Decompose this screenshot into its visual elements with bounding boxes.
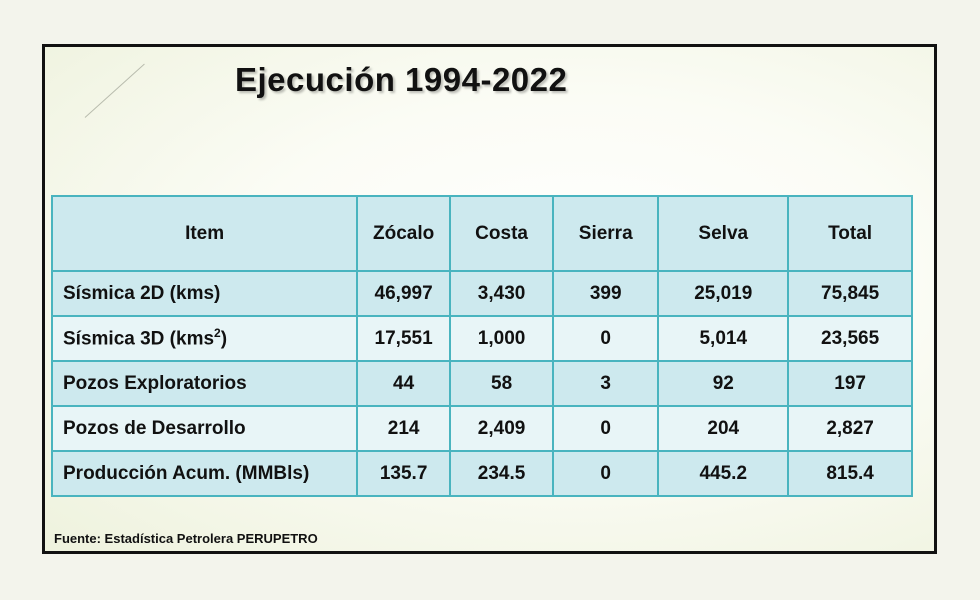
slide: Ejecución 1994-2022 Item Zócalo Costa Si… [42,44,937,554]
cell-total: 23,565 [787,315,913,362]
cell-costa: 58 [449,360,555,407]
superscript: 2 [214,326,221,341]
header-selva: Selva [657,195,790,272]
cell-costa: 234.5 [449,450,555,497]
slide-title: Ejecución 1994-2022 [235,61,568,98]
header-total: Total [787,195,913,272]
cell-sierra: 0 [552,405,660,452]
cell-costa: 3,430 [449,270,555,317]
source-note: Fuente: Estadística Petrolera PERUPETRO [54,531,318,546]
row-label: Pozos Exploratorios [50,360,359,407]
row-label: Sísmica 2D (kms) [50,270,359,317]
table-row: Producción Acum. (MMBls) 135.7 234.5 0 4… [50,450,913,497]
cell-total: 197 [787,360,913,407]
cell-total: 75,845 [787,270,913,317]
cell-zocalo: 44 [356,360,452,407]
cell-selva: 204 [657,405,790,452]
table-header-row: Item Zócalo Costa Sierra Selva Total [50,195,913,272]
cell-zocalo: 46,997 [356,270,452,317]
table-row: Sísmica 2D (kms) 46,997 3,430 399 25,019… [50,270,913,317]
cell-selva: 5,014 [657,315,790,362]
cell-selva: 92 [657,360,790,407]
row-label: Sísmica 3D (kms2) [50,315,359,362]
header-zocalo: Zócalo [356,195,452,272]
cell-selva: 445.2 [657,450,790,497]
cell-costa: 2,409 [449,405,555,452]
cell-sierra: 0 [552,315,660,362]
cell-sierra: 399 [552,270,660,317]
cell-selva: 25,019 [657,270,790,317]
cell-total: 815.4 [787,450,913,497]
row-label: Producción Acum. (MMBls) [50,450,359,497]
header-sierra: Sierra [552,195,660,272]
cell-zocalo: 214 [356,405,452,452]
cell-zocalo: 17,551 [356,315,452,362]
table-row: Pozos de Desarrollo 214 2,409 0 204 2,82… [50,405,913,452]
cell-costa: 1,000 [449,315,555,362]
data-table: Item Zócalo Costa Sierra Selva Total Sís… [50,195,913,497]
table-row: Sísmica 3D (kms2) 17,551 1,000 0 5,014 2… [50,315,913,362]
table-row: Pozos Exploratorios 44 58 3 92 197 [50,360,913,407]
cell-sierra: 3 [552,360,660,407]
row-label: Pozos de Desarrollo [50,405,359,452]
decorative-line [84,63,145,118]
header-item: Item [50,195,359,272]
header-costa: Costa [449,195,555,272]
cell-zocalo: 135.7 [356,450,452,497]
cell-total: 2,827 [787,405,913,452]
cell-sierra: 0 [552,450,660,497]
